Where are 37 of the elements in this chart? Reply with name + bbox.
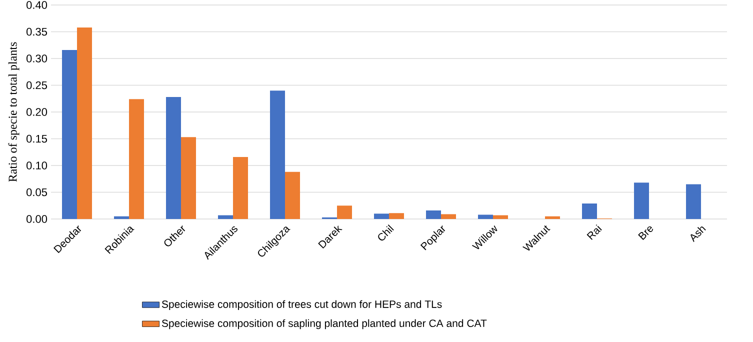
bar	[582, 203, 598, 219]
y-tick-label: 0.00	[26, 215, 48, 223]
bar	[389, 213, 404, 219]
y-tick-label: 0.25	[26, 81, 48, 90]
y-tick-label: 0.05	[26, 188, 48, 196]
y-tick-label: 0.15	[26, 134, 48, 143]
bar	[129, 99, 144, 219]
bar	[426, 210, 442, 219]
x-tick-label: Ash	[690, 226, 706, 242]
bar	[634, 182, 650, 219]
y-tick-label: 0.35	[26, 28, 48, 36]
x-tick-label: Bre	[638, 226, 654, 240]
bar	[285, 172, 300, 219]
y-tick-label: 0.40	[26, 1, 48, 9]
bar	[686, 184, 702, 219]
y-tick-label: 0.30	[26, 54, 48, 62]
y-axis-title: Ratio of specie to total plants	[8, 42, 20, 182]
bar	[270, 90, 286, 219]
legend-label: Speciewise composition of sapling planted planted under CA and CAT	[162, 319, 487, 330]
y-tick-label: 0.10	[26, 162, 48, 170]
bar	[337, 206, 352, 219]
bar	[233, 156, 248, 219]
bar	[374, 214, 390, 219]
bar	[545, 216, 560, 219]
bar	[441, 214, 456, 219]
x-tick-label: Chil	[378, 224, 394, 240]
y-tick-label: 0.20	[26, 108, 48, 116]
bar	[493, 215, 508, 219]
bar	[62, 50, 77, 219]
bar	[181, 137, 196, 219]
x-tick-label: Rai	[586, 224, 602, 240]
bar	[478, 214, 494, 219]
bar	[77, 27, 92, 219]
bar	[166, 97, 181, 219]
bar	[114, 216, 129, 219]
legend-label: Speciewise composition of trees cut down for HEPs and TLs	[162, 300, 442, 310]
bar	[218, 215, 234, 219]
